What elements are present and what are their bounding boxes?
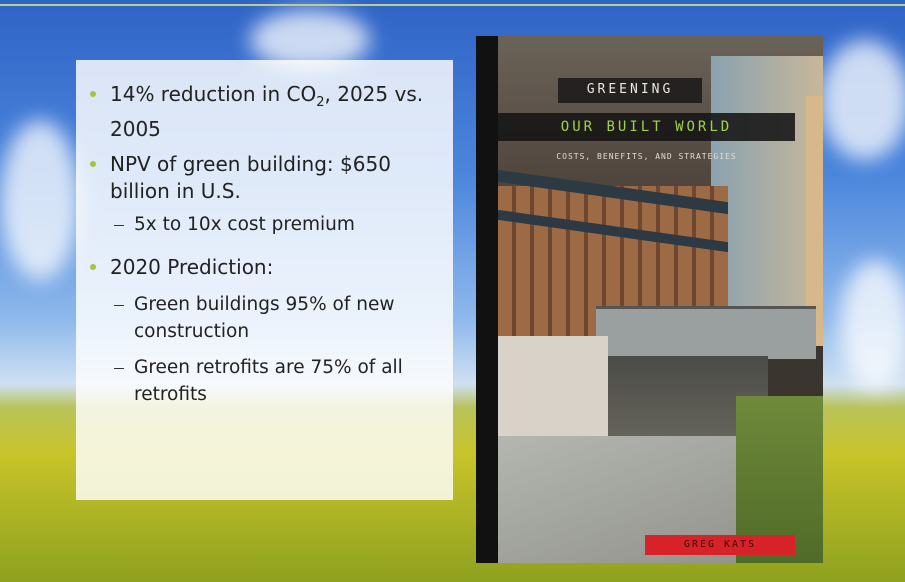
book-title: GREENING [586,82,674,97]
sub-bullet: 5x to 10x cost premium [114,211,439,238]
cloud [840,260,905,390]
dash [114,305,124,306]
spine [476,36,498,563]
dash [114,225,124,226]
wood-panel [806,96,823,346]
top-rule [0,4,905,6]
sub-bullet-text: 5x to 10x cost premium [134,214,355,235]
text-panel [76,60,453,500]
bullet-text: 2020 Prediction: [110,255,274,279]
sub-bullet-text: Green buildings 95% of new construction [134,294,395,342]
balcony [596,306,816,359]
glass-wing [711,56,823,346]
sub-bullet: Green buildings 95% of new construction [114,291,409,345]
book-cover: GREENING OUR BUILT WORLD COSTS, BENEFITS… [476,36,823,563]
bullet-text: NPV of green building: $650 billion in U… [110,152,391,203]
cloud [820,40,905,160]
subscript: 2 [316,95,325,110]
title-band [558,78,702,103]
book-author: GREG KATS [683,539,757,550]
cloud [0,120,80,280]
book-title: OUR BUILT WORLD [560,119,733,135]
bullet-dot [90,91,96,97]
book-subtitle: COSTS, BENEFITS, AND STRATEGIES [556,152,737,161]
bullet: 14% reduction in CO2, 2025 vs. 2005 [90,81,440,143]
title-band [498,113,795,141]
sub-bullet-text: Green retrofits are 75% of all retrofits [134,357,403,405]
bullet-dot [90,161,96,167]
bullet-text: , 2025 vs. 2005 [110,82,424,141]
bullet: NPV of green building: $650 billion in U… [90,151,440,205]
bullet-text: 14% reduction in CO [110,82,317,106]
bullet: 2020 Prediction: [90,254,440,281]
author-band [645,535,795,555]
sub-bullet: Green retrofits are 75% of all retrofits [114,354,434,408]
bullet-dot [90,264,96,270]
dash [114,368,124,369]
